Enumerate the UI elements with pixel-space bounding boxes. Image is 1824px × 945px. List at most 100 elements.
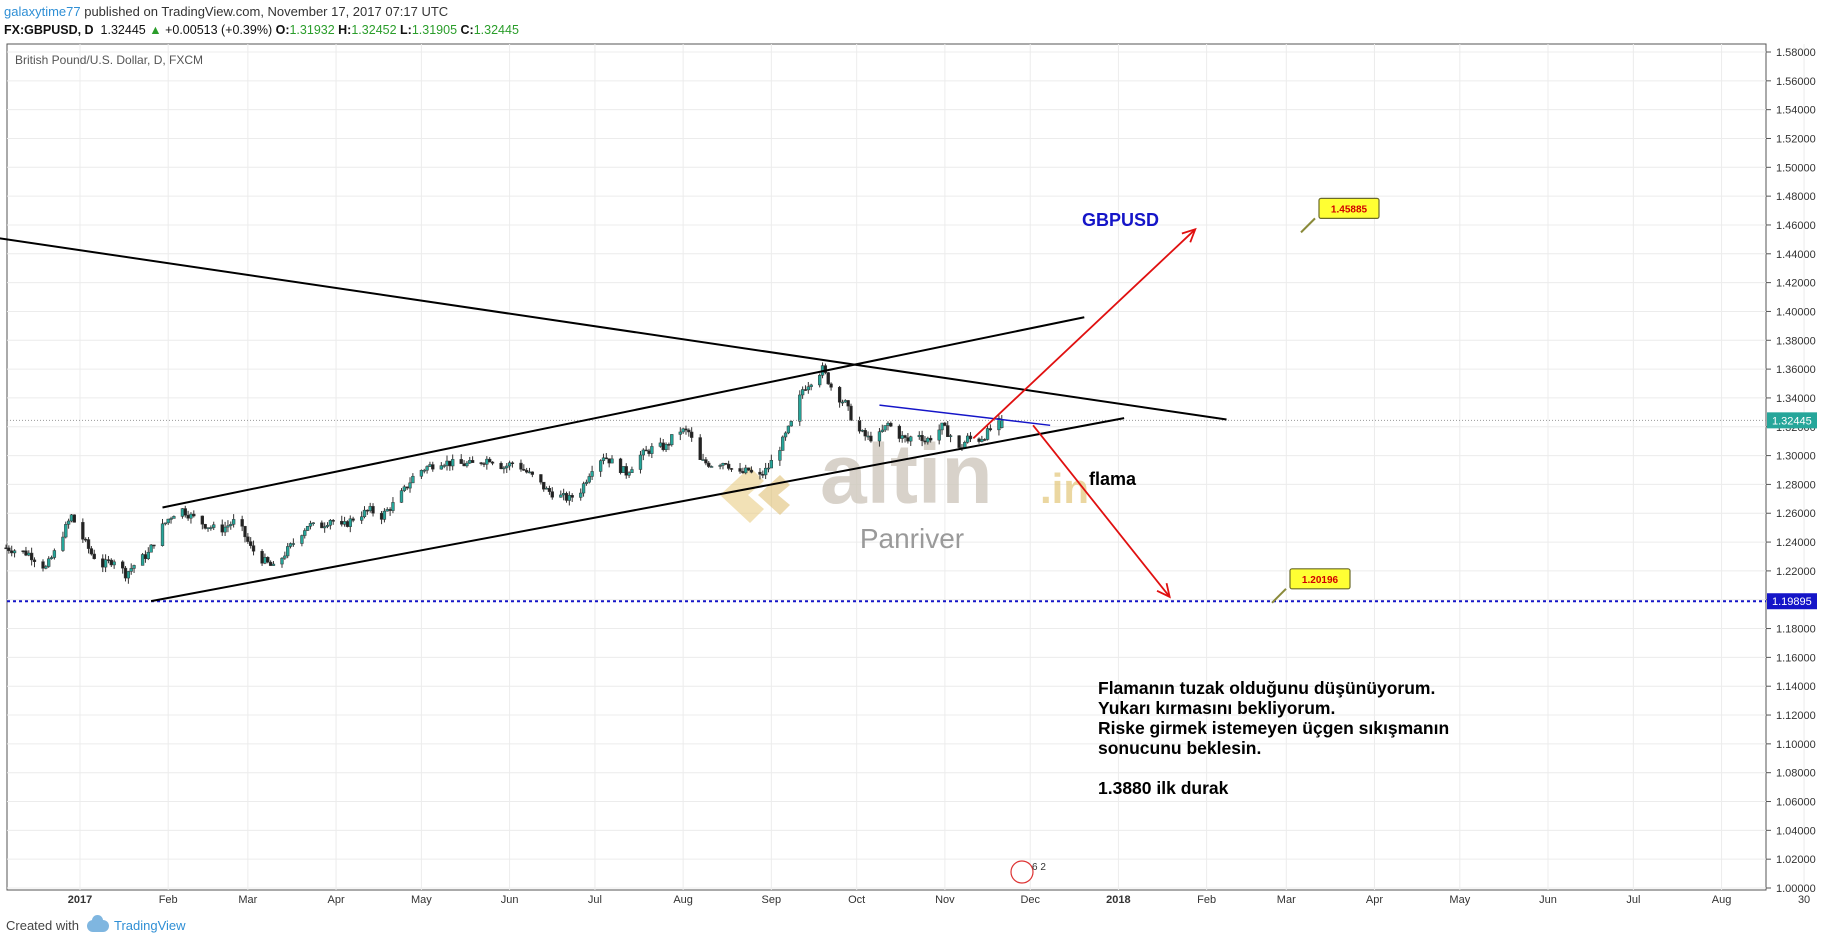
candle-body <box>220 524 224 533</box>
candle-body <box>488 458 492 463</box>
x-tick-label: Mar <box>1277 894 1296 906</box>
x-tick-label: Sep <box>762 894 782 906</box>
channel-lower <box>150 417 1125 603</box>
candle-body <box>857 420 862 432</box>
altin-logo-mark <box>758 475 790 515</box>
x-tick-label: Feb <box>1197 894 1216 906</box>
candle-body <box>880 429 884 432</box>
candle-body <box>818 375 822 386</box>
footer: Created with TradingView <box>6 914 186 933</box>
y-tick-label: 1.58000 <box>1776 47 1816 59</box>
candle-body <box>869 435 873 442</box>
candle-body <box>408 482 412 489</box>
candle-body <box>152 544 156 547</box>
candle-body <box>985 428 990 440</box>
y-tick-label: 1.14000 <box>1776 681 1816 693</box>
candle-body <box>744 467 748 474</box>
candle-body <box>826 372 830 385</box>
x-tick-label: 30 <box>1798 894 1810 906</box>
candle-body <box>579 492 583 498</box>
candle-body <box>331 520 335 522</box>
candle-body <box>698 437 702 460</box>
candle-body <box>906 437 910 442</box>
x-tick-label: Jun <box>1539 894 1557 906</box>
candle-body <box>957 435 961 448</box>
candle-body <box>192 513 196 517</box>
candle-body <box>664 444 668 450</box>
candle-body <box>172 516 176 519</box>
candle-body <box>132 565 136 569</box>
up-arrow <box>972 228 1196 439</box>
candle-body <box>630 469 634 473</box>
altin-logo-mark <box>720 467 764 523</box>
note-line: sonucunu beklesin. <box>1098 738 1261 758</box>
candle-body <box>729 468 734 470</box>
candle-body <box>425 466 429 471</box>
candle-body <box>667 444 671 446</box>
candle-body <box>163 522 167 525</box>
candle-body <box>271 563 276 566</box>
candle-body <box>547 487 552 492</box>
y-tick-label: 1.40000 <box>1776 306 1816 318</box>
candle-body <box>411 475 415 484</box>
candle-body <box>738 468 742 472</box>
candle-body <box>129 568 133 572</box>
x-tick-label: Oct <box>848 894 865 906</box>
candle-body <box>909 436 913 442</box>
candle-body <box>502 467 506 470</box>
candle-body <box>266 557 270 563</box>
candle-body <box>564 493 569 501</box>
channel-upper <box>162 316 1085 509</box>
candle-body <box>470 460 475 463</box>
y-tick-label: 1.56000 <box>1776 76 1816 88</box>
candle-body <box>12 550 17 554</box>
candle-body <box>929 437 933 441</box>
candle-body <box>940 422 944 431</box>
candle-body <box>718 465 722 467</box>
candle-body <box>106 559 111 561</box>
candle-body <box>229 524 233 526</box>
down-arrow-head <box>1156 582 1171 599</box>
candle-body <box>627 472 631 476</box>
y-tick-label: 1.12000 <box>1776 710 1816 722</box>
y-tick-label: 1.10000 <box>1776 739 1816 751</box>
candle-body <box>303 530 307 536</box>
high-label: H: <box>338 23 352 37</box>
x-tick-label: Nov <box>935 894 955 906</box>
candle-body <box>670 434 674 446</box>
tradingview-logo[interactable]: TradingView <box>86 914 186 933</box>
symbol-annotation: GBPUSD <box>1082 210 1159 230</box>
candle-body <box>727 463 731 469</box>
symbol-label: FX:GBPUSD, D <box>4 23 94 37</box>
candle-body <box>621 466 626 473</box>
badge-text: 6 2 <box>1032 862 1046 873</box>
candle-body <box>186 514 190 519</box>
candle-body <box>527 471 532 474</box>
candle-body <box>809 384 813 387</box>
candle-body <box>863 430 867 437</box>
open-value: 1.31932 <box>289 23 335 37</box>
candle-body <box>781 436 785 451</box>
candle-body <box>988 428 993 431</box>
candle-body <box>223 526 227 533</box>
target-down-callout: 1.20196 <box>1271 568 1351 604</box>
plot-frame <box>6 43 1767 891</box>
candle-body <box>121 561 125 569</box>
candle-body <box>946 425 950 437</box>
candle-body <box>203 524 207 529</box>
candle-body <box>468 460 472 464</box>
candle-body <box>806 386 810 391</box>
candle-body <box>507 462 512 467</box>
candle-body <box>681 428 685 433</box>
candle-body <box>638 454 643 470</box>
publish-info: published on TradingView.com, November 1… <box>80 4 449 19</box>
candle-body <box>143 554 148 560</box>
candle-body <box>305 525 310 531</box>
candle-body <box>286 546 290 557</box>
candle-body <box>749 469 754 473</box>
author-link[interactable]: galaxytime77 <box>4 4 81 19</box>
candle-body <box>618 458 623 473</box>
low-value: 1.31905 <box>411 23 458 37</box>
